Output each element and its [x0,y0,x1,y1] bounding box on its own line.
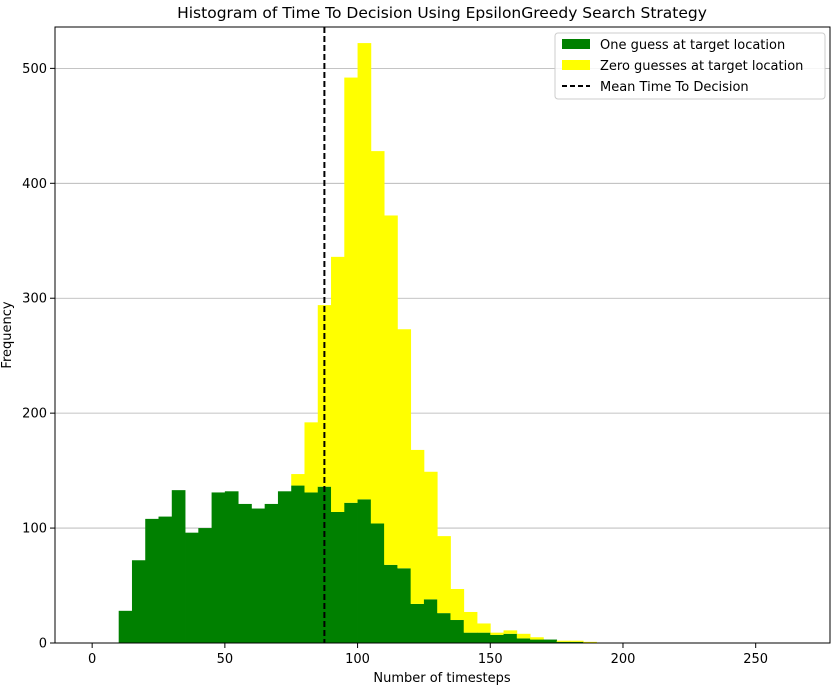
bar-zero-guesses-75 [291,474,305,486]
bar-one-guess-160 [516,638,531,643]
bar-one-guess-90 [331,511,345,643]
bar-one-guess-130 [437,613,451,643]
y-tick-label-400: 400 [22,177,47,192]
bar-one-guess-25 [158,516,173,643]
bar-one-guess-150 [490,634,504,643]
bar-one-guess-170 [543,639,558,643]
legend-label-mean: Mean Time To Decision [600,80,749,95]
legend-swatch-one-guess [562,39,590,49]
bar-zero-guesses-90 [331,256,345,512]
x-tick-label-200: 200 [611,652,636,667]
bar-one-guess-55 [238,503,252,643]
x-axis-label: Number of timesteps [373,671,511,686]
bar-zero-guesses-135 [450,588,465,621]
x-tick-label-0: 0 [88,652,96,667]
bar-one-guess-85 [317,486,332,643]
y-tick-label-100: 100 [22,522,47,537]
y-tick-label-200: 200 [22,407,47,422]
legend-label-one-guess: One guess at target location [600,38,785,53]
bar-zero-guesses-130 [437,536,451,614]
bar-one-guess-100 [357,499,372,643]
bar-one-guess-60 [251,508,266,643]
x-tick-label-100: 100 [345,652,370,667]
bar-zero-guesses-110 [384,215,398,565]
legend: One guess at target location Zero guesse… [554,32,826,100]
legend-box [554,32,826,100]
x-tick-label-250: 250 [743,652,768,667]
bar-one-guess-65 [264,503,279,643]
bar-one-guess-80 [304,492,319,643]
bar-one-guess-35 [185,532,199,643]
chart-title: Histogram of Time To Decision Using Epsi… [177,4,707,22]
bar-one-guess-165 [530,639,544,643]
bar-one-guess-155 [503,633,518,643]
bar-one-guess-145 [477,632,491,643]
y-tick-label-0: 0 [39,637,47,652]
bar-one-guess-50 [224,491,239,643]
bar-one-guess-75 [291,485,305,643]
y-axis-ticks: 0 100 200 300 400 500 [22,62,55,652]
bar-zero-guesses-185 [583,641,597,643]
bar-one-guess-10 [118,610,133,643]
bar-zero-guesses-145 [477,623,491,633]
bar-one-guess-95 [344,502,358,643]
plot-frame [54,26,831,644]
x-tick-label-150: 150 [478,652,503,667]
bar-zero-guesses-125 [423,471,438,600]
bar-one-guess-40 [198,528,212,643]
bar-zero-guesses-165 [530,637,544,640]
bar-one-guess-135 [450,620,465,643]
y-tick-label-300: 300 [22,292,47,307]
bar-one-guess-140 [463,632,478,643]
bar-zero-guesses-115 [397,329,412,569]
bar-zero-guesses-85 [317,305,332,487]
bar-zero-guesses-155 [503,630,518,634]
legend-label-zero-guesses: Zero guesses at target location [600,59,803,74]
bar-one-guess-175 [556,641,571,643]
x-axis-ticks: 0 50 100 150 200 250 [88,643,768,667]
bar-one-guess-15 [131,560,146,643]
bar-one-guess-110 [384,564,398,643]
bar-one-guess-180 [569,641,584,643]
bar-one-guess-30 [171,490,186,643]
x-tick-label-50: 50 [217,652,234,667]
bar-one-guess-105 [370,523,385,643]
bar-zero-guesses-160 [516,633,531,639]
bar-one-guess-45 [211,492,226,643]
bar-one-guess-115 [397,568,412,643]
gridlines [55,67,830,529]
bar-one-guess-70 [277,491,292,643]
bar-one-guess-20 [145,518,159,643]
bar-zero-guesses-80 [304,422,319,493]
legend-swatch-zero-guesses [562,60,590,70]
bar-one-guess-125 [423,599,438,643]
bar-one-guess-120 [410,603,425,643]
histogram-bars [118,43,597,643]
bar-zero-guesses-100 [357,43,372,500]
bar-zero-guesses-105 [370,151,385,524]
y-tick-label-500: 500 [22,62,47,77]
y-axis-label: Frequency [0,301,15,368]
bar-zero-guesses-150 [490,632,504,635]
bar-zero-guesses-180 [569,640,584,642]
bar-zero-guesses-95 [344,77,358,503]
bar-zero-guesses-175 [556,640,571,642]
bar-zero-guesses-120 [410,449,425,604]
bar-zero-guesses-140 [463,611,478,633]
